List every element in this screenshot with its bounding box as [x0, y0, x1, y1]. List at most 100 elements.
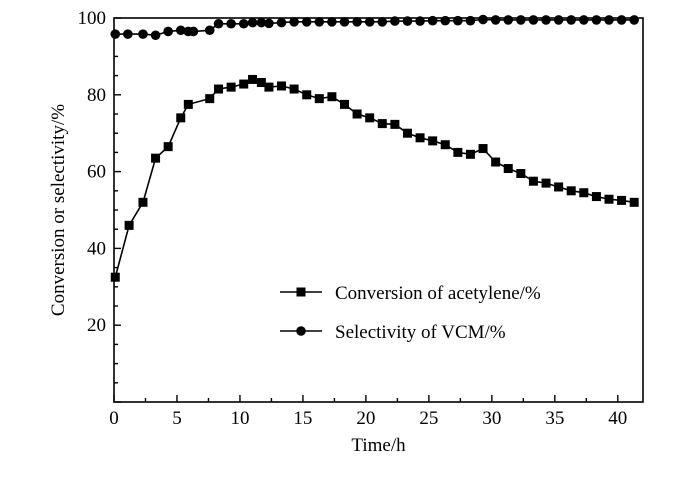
data-point: [491, 157, 501, 167]
data-point: [566, 186, 576, 196]
data-point: [314, 17, 325, 27]
data-point: [629, 197, 639, 207]
data-point: [566, 15, 577, 25]
data-point: [604, 194, 614, 204]
data-point: [238, 18, 249, 29]
data-point: [453, 147, 463, 157]
data-point: [277, 81, 287, 91]
data-point: [440, 140, 450, 150]
y-axis-title: Conversion or selectivity/%: [48, 104, 69, 316]
data-point: [264, 18, 274, 29]
x-tick-label: 40: [608, 408, 627, 429]
data-point: [289, 84, 299, 94]
data-point: [150, 30, 161, 41]
data-point: [377, 119, 387, 129]
data-point: [465, 149, 475, 159]
data-point: [364, 17, 375, 27]
data-point: [289, 17, 299, 27]
data-point: [579, 15, 589, 25]
x-tick-label: 25: [419, 408, 438, 429]
data-point: [516, 169, 526, 179]
data-point: [591, 192, 601, 202]
data-point: [213, 18, 224, 29]
legend-marker: [296, 326, 306, 336]
y-tick-label: 80: [87, 85, 106, 106]
data-point: [314, 94, 324, 104]
legend-label: Conversion of acetylene/%: [335, 283, 541, 304]
plot-series: [110, 14, 639, 282]
legend-marker: [296, 287, 306, 297]
data-point: [629, 15, 639, 25]
axes: 0 5 10 15 20 25 30 35 40 20 40 60 80 100: [78, 8, 644, 429]
data-point: [528, 176, 538, 186]
data-point: [604, 15, 614, 25]
data-point: [528, 15, 539, 25]
x-tick-label: 30: [482, 408, 501, 429]
x-tick-label: 20: [356, 408, 375, 429]
data-point: [616, 15, 627, 25]
series-line: [114, 78, 635, 278]
series-selectivity: [110, 14, 639, 41]
data-point: [226, 82, 236, 92]
data-point: [352, 17, 362, 27]
x-tick-label: 15: [293, 408, 312, 429]
data-point: [301, 17, 312, 27]
data-point: [402, 16, 413, 26]
data-point: [428, 136, 438, 146]
data-point: [175, 25, 186, 36]
data-point: [151, 153, 161, 163]
data-point: [327, 17, 337, 27]
data-point: [516, 15, 526, 25]
data-point: [110, 29, 121, 39]
x-tick-label: 35: [545, 408, 564, 429]
data-point: [390, 16, 400, 26]
data-point: [239, 79, 249, 89]
data-point: [138, 197, 148, 207]
data-point: [377, 17, 388, 27]
data-point: [503, 164, 513, 174]
x-axis-title: Time/h: [351, 435, 406, 456]
series-conversion: [110, 74, 639, 282]
data-point: [205, 94, 215, 104]
data-point: [302, 90, 312, 100]
data-point: [247, 17, 258, 28]
data-point: [352, 109, 362, 119]
data-point: [248, 74, 258, 84]
y-tick-label: 100: [78, 8, 107, 29]
data-point: [541, 15, 551, 25]
data-point: [183, 99, 193, 109]
y-tick-label: 60: [87, 162, 106, 183]
data-point: [188, 26, 199, 37]
x-tick-label: 5: [172, 408, 182, 429]
data-point: [176, 113, 186, 123]
data-point: [365, 113, 375, 123]
data-point: [339, 17, 350, 27]
data-point: [327, 92, 337, 102]
data-point: [453, 15, 463, 26]
y-tick-label: 40: [87, 238, 106, 259]
data-point: [427, 15, 438, 26]
data-point: [204, 25, 215, 36]
data-point: [554, 182, 564, 192]
legend: Conversion of acetylene/% Selectivity of …: [280, 283, 541, 343]
data-point: [214, 84, 224, 94]
plot-frame: [113, 17, 644, 403]
data-point: [390, 119, 400, 129]
data-point: [503, 15, 514, 25]
data-point: [276, 17, 287, 28]
data-point: [415, 16, 425, 26]
legend-item: Selectivity of VCM/%: [280, 322, 506, 343]
data-point: [415, 133, 425, 143]
x-tick-label: 10: [230, 408, 249, 429]
data-point: [617, 195, 627, 205]
data-point: [256, 78, 266, 88]
data-point: [339, 99, 349, 109]
data-point: [478, 144, 488, 154]
data-point: [541, 178, 551, 188]
data-point: [478, 14, 488, 25]
data-point: [591, 15, 602, 25]
y-tick-label: 20: [87, 315, 106, 336]
data-point: [138, 29, 148, 39]
data-point: [123, 29, 133, 39]
